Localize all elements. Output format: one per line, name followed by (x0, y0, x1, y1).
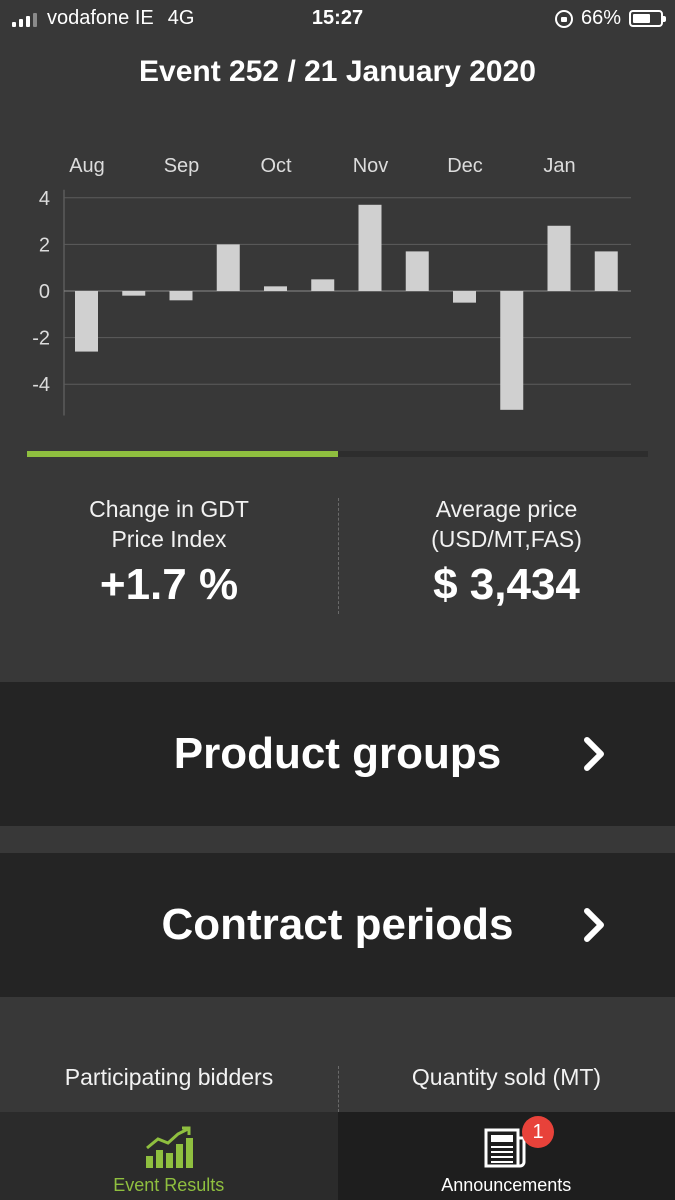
event-tabs-track[interactable] (27, 451, 648, 457)
chevron-right-icon (584, 737, 604, 771)
price-change-chart: 4 2 0 -2 -4 Aug Sep Oct Nov Dec Jan (32, 155, 631, 416)
tab-announcements-label: Announcements (441, 1175, 572, 1195)
gdt-label-line2: Price Index (111, 526, 227, 552)
tab-event-results-label: Event Results (113, 1175, 225, 1195)
y-tick-label: 0 (39, 281, 50, 303)
average-price-value: $ 3,434 (433, 560, 580, 609)
chart-bar (594, 251, 618, 291)
chart-bar (264, 286, 287, 291)
product-groups-button[interactable]: Product groups (0, 682, 675, 826)
chart-bar (311, 279, 335, 291)
x-tick-label: Dec (447, 155, 483, 177)
x-tick-label: Oct (260, 155, 292, 177)
chart-bar (75, 291, 98, 352)
x-tick-label: Sep (164, 155, 200, 177)
status-bar: vodafone IE 4G 15:27 66% (0, 0, 675, 38)
battery-percent: 66% (580, 7, 621, 29)
gdt-label-line1: Change in GDT (89, 496, 249, 522)
quantity-stat: Quantity sold (MT) (338, 1062, 675, 1092)
y-tick-label: -4 (32, 374, 50, 396)
chart-bar (500, 291, 524, 410)
x-tick-label: Jan (543, 155, 575, 177)
y-tick-label: 2 (39, 234, 50, 256)
gdt-change-value: +1.7 % (99, 560, 239, 609)
signal-strength-icon (12, 11, 37, 27)
chart-bar (358, 204, 382, 291)
chart-bar (216, 244, 240, 291)
chart-bar (122, 291, 146, 296)
carrier-name: vodafone IE (47, 7, 154, 29)
bidders-stat: Participating bidders (0, 1062, 338, 1092)
x-tick-label: Nov (353, 155, 389, 177)
rotation-lock-icon (554, 9, 573, 28)
quantity-label: Quantity sold (MT) (411, 1064, 602, 1090)
status-time: 15:27 (311, 7, 364, 29)
announcements-badge: 1 (522, 1116, 554, 1148)
avg-price-label-line2: (USD/MT,FAS) (431, 526, 582, 552)
event-tabs-active-indicator (27, 451, 338, 457)
bidders-label: Participating bidders (64, 1064, 274, 1090)
chart-bar (453, 291, 476, 303)
chart-bar (405, 251, 429, 291)
tab-announcements[interactable]: Announcements (337, 1112, 675, 1200)
gdt-change-stat: Change in GDT Price Index +1.7 % (0, 494, 338, 610)
average-price-stat: Average price (USD/MT,FAS) $ 3,434 (338, 494, 675, 610)
avg-price-label-line1: Average price (435, 496, 578, 522)
product-groups-label: Product groups (173, 729, 502, 778)
stat-divider (338, 1066, 339, 1112)
y-tick-label: -2 (32, 328, 50, 350)
battery-icon (629, 10, 666, 27)
stat-divider (338, 498, 339, 614)
chart-bar (169, 291, 193, 301)
newspaper-icon (484, 1128, 526, 1168)
chart-bar (547, 225, 571, 291)
tab-event-results[interactable]: Event Results (0, 1112, 338, 1200)
contract-periods-label: Contract periods (161, 900, 514, 949)
x-tick-label: Aug (69, 155, 105, 177)
bar-chart-trend-icon (145, 1126, 193, 1168)
status-right: 66% (554, 7, 666, 30)
event-title: Event 252 / 21 January 2020 (139, 55, 536, 88)
chevron-right-icon (584, 908, 604, 942)
contract-periods-button[interactable]: Contract periods (0, 853, 675, 997)
network-type: 4G (167, 7, 195, 29)
bottom-tab-bar: Event Results Announcements (0, 1112, 675, 1200)
y-tick-label: 4 (39, 188, 50, 210)
status-left: vodafone IE 4G (12, 7, 194, 30)
